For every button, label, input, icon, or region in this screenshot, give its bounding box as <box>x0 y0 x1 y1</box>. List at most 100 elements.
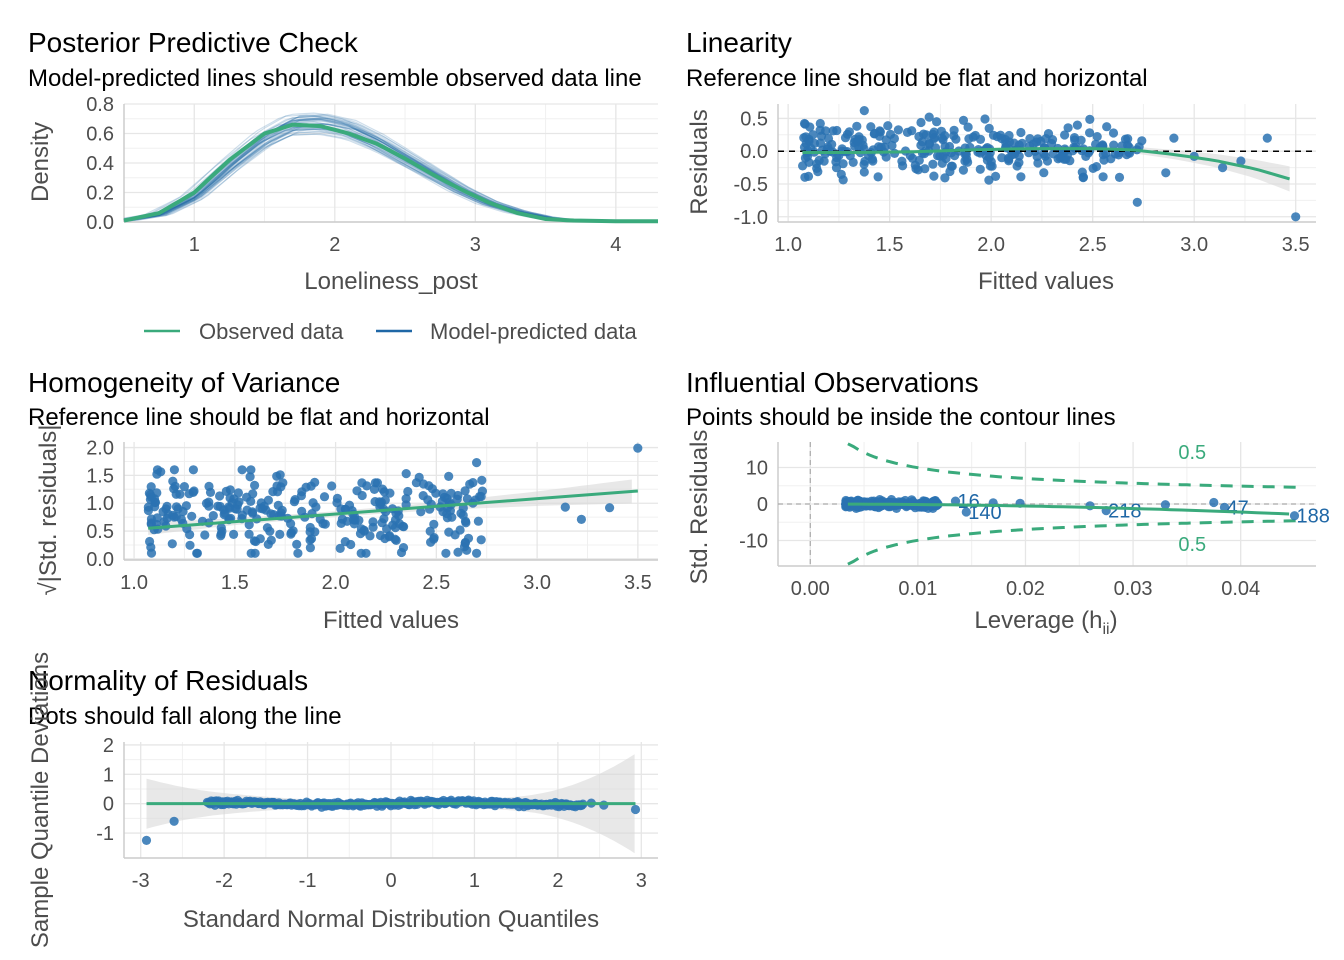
residual-point <box>838 159 848 169</box>
std-residual-point <box>476 491 486 502</box>
residual-point <box>859 167 869 177</box>
predicted-density-line <box>123 122 658 222</box>
homogeneity-subtitle: Reference line should be flat and horizo… <box>28 404 490 431</box>
predicted-density-line <box>123 118 658 222</box>
linearity-xtick-label: 2.5 <box>1079 234 1107 256</box>
std-residual-point <box>477 475 487 485</box>
residual-point <box>1236 156 1246 166</box>
std-residual-point <box>411 478 421 488</box>
std-residual-point <box>245 472 255 482</box>
std-residual-point <box>472 548 482 558</box>
influence-point <box>1085 501 1095 511</box>
std-residual-point <box>146 492 156 502</box>
std-residual-point <box>250 480 260 490</box>
normality-title: Normality of Residuals <box>28 665 308 696</box>
std-residual-point <box>401 494 411 504</box>
legend-observed-label: Observed data <box>199 319 344 344</box>
residual-point <box>980 114 990 124</box>
std-residual-point <box>310 527 320 537</box>
std-residual-point <box>473 516 483 526</box>
residual-point <box>1218 163 1228 173</box>
residual-point <box>873 172 883 182</box>
homogeneity-ytick-label: 0.5 <box>86 521 114 543</box>
homogeneity-ytick-label: 1.5 <box>86 465 114 487</box>
residual-point <box>920 164 930 174</box>
normality-xtick-label: -2 <box>215 870 233 892</box>
std-residual-point <box>361 548 371 558</box>
residual-point <box>991 171 1001 181</box>
normality-xtick-label: -1 <box>299 870 317 892</box>
homogeneity-ylabel: √|Std. residuals| <box>35 424 62 595</box>
ppc-legend: Observed data Model-predicted data <box>144 319 637 344</box>
std-residual-point <box>187 511 197 521</box>
linearity-ylabel: Residuals <box>686 109 713 214</box>
std-residual-point <box>359 526 369 536</box>
residual-point <box>1004 130 1014 141</box>
std-residual-point <box>459 542 470 552</box>
residual-point <box>815 138 826 148</box>
qq-point <box>630 804 641 815</box>
residual-point <box>1076 135 1086 145</box>
residual-point <box>1132 197 1142 207</box>
ppc-ytick-label: 0.4 <box>86 153 114 175</box>
std-residual-point <box>272 481 282 491</box>
residual-point <box>937 133 947 143</box>
contour-label-upper: 0.5 <box>1178 442 1206 464</box>
residual-point <box>1137 136 1147 146</box>
influence-xtick-label: 0.03 <box>1114 578 1153 600</box>
std-residual-point <box>340 537 350 547</box>
influence-smooth-line <box>847 502 1290 516</box>
std-residual-point <box>308 498 318 508</box>
std-residual-point <box>396 547 407 558</box>
normality-ylabel: Sample Quantile Deviations <box>27 652 54 948</box>
std-residual-point <box>437 496 447 506</box>
ppc-title: Posterior Predictive Check <box>28 27 359 58</box>
cooks-contour-upper <box>847 442 1300 489</box>
residual-point <box>852 136 862 147</box>
residual-point <box>975 164 985 174</box>
residual-point <box>940 173 950 183</box>
residual-point <box>800 172 810 182</box>
std-residual-point <box>357 478 367 488</box>
residual-point <box>958 115 969 125</box>
residual-point <box>844 127 855 137</box>
std-residual-point <box>296 491 306 501</box>
std-residual-point <box>242 492 252 502</box>
std-residual-point <box>305 543 315 553</box>
std-residual-point <box>229 494 239 504</box>
ppc-ytick-label: 0.2 <box>86 183 114 205</box>
std-residual-point <box>455 525 465 535</box>
observed-density-line <box>123 122 658 224</box>
std-residual-point <box>208 510 218 521</box>
std-residual-point <box>258 504 268 514</box>
residual-point <box>914 131 924 142</box>
residual-point <box>1001 138 1011 148</box>
residual-point <box>929 171 939 181</box>
residual-point <box>815 118 825 129</box>
residual-point <box>1085 128 1095 138</box>
residual-point <box>800 153 811 163</box>
residual-point <box>869 129 879 139</box>
linearity-ytick-label: 0.5 <box>740 108 768 130</box>
residual-point <box>814 155 824 165</box>
std-residual-point <box>446 488 456 498</box>
std-residual-point <box>403 486 413 497</box>
std-residual-point <box>380 495 390 505</box>
residual-point <box>937 158 947 168</box>
linearity-xtick-label: 2.0 <box>977 234 1005 256</box>
residual-point <box>929 134 939 144</box>
influence-ytick-label: -10 <box>739 530 768 552</box>
std-residual-point <box>188 465 198 475</box>
std-residual-point <box>463 533 474 543</box>
std-residual-point <box>168 476 178 486</box>
linearity-xtick-label: 1.0 <box>774 234 802 256</box>
influence-xtick-label: 0.01 <box>898 578 937 600</box>
std-residual-point <box>458 510 468 520</box>
residual-point <box>935 151 945 161</box>
std-residual-point <box>275 529 285 540</box>
ppc-ylabel: Density <box>27 122 54 202</box>
residual-point <box>988 130 999 140</box>
influence-ytick-label: 10 <box>746 458 768 480</box>
std-residual-point <box>368 522 378 532</box>
